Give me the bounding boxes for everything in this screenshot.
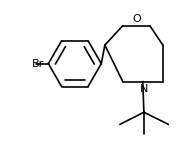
Text: N: N [140, 84, 148, 94]
Text: Br: Br [32, 59, 45, 69]
Text: O: O [132, 14, 141, 24]
